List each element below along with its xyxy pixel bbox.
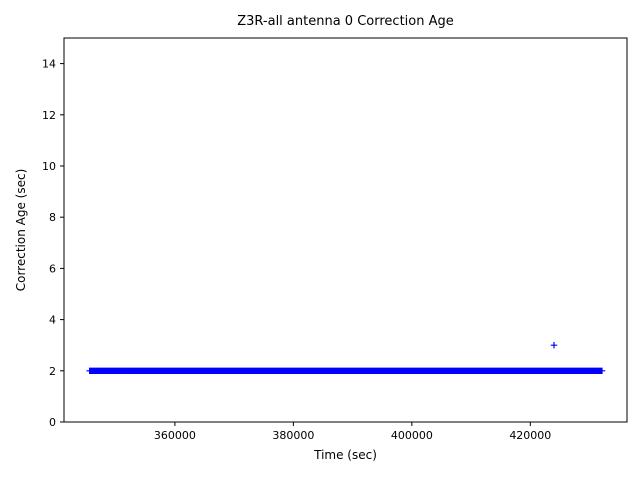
y-tick-label: 6 — [49, 262, 56, 275]
x-tick-label: 420000 — [509, 429, 551, 442]
y-tick-label: 0 — [49, 416, 56, 429]
chart-title: Z3R-all antenna 0 Correction Age — [237, 14, 454, 29]
axes-frame — [63, 37, 628, 423]
y-tick-label: 8 — [49, 211, 56, 224]
correction-age-band-markers — [86, 367, 606, 374]
x-axis-label: Time (sec) — [314, 448, 377, 462]
y-tick-label: 10 — [42, 160, 56, 173]
x-tick-label: 380000 — [272, 429, 314, 442]
y-tick-label: 14 — [42, 58, 56, 71]
x-tick-label: 360000 — [154, 429, 196, 442]
y-tick-label: 2 — [49, 365, 56, 378]
outlier-point-markers — [550, 342, 558, 349]
y-tick-label: 4 — [49, 314, 56, 327]
y-tick-label: 12 — [42, 109, 56, 122]
x-tick-label: 400000 — [391, 429, 433, 442]
